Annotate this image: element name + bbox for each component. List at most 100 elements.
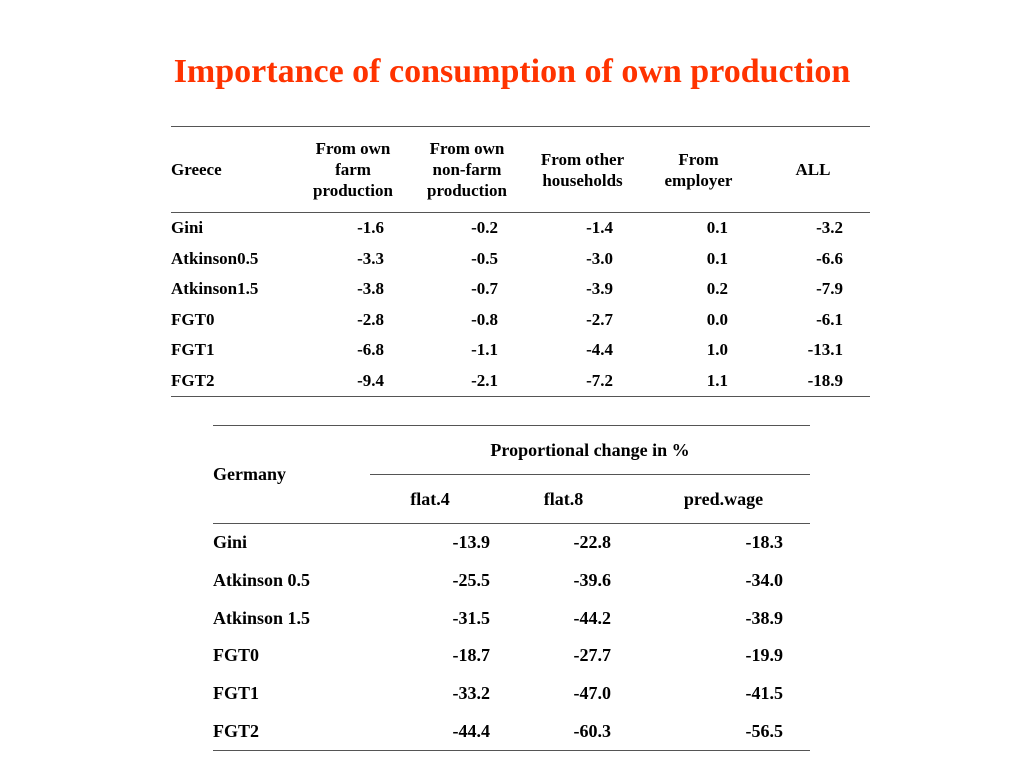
cell-value: -7.9 (816, 279, 843, 299)
greece-header-row: Greece From own farm production From own… (171, 126, 870, 213)
row-label: FGT1 (213, 683, 260, 704)
cell-value: -25.5 (452, 570, 491, 591)
cell-value: -18.3 (745, 532, 784, 553)
cell-value: 0.1 (706, 248, 728, 268)
cell-value: -38.9 (745, 607, 784, 628)
cell-value: -4.4 (586, 340, 613, 360)
cell-value: -27.7 (573, 645, 612, 666)
cell-value: -1.1 (471, 340, 498, 360)
germany-row: Gini -13.9 -22.8 -18.3 (213, 524, 810, 562)
slide-title: Importance of consumption of own product… (173, 53, 851, 90)
header-line: households (542, 170, 623, 190)
cell-value: 0.0 (706, 309, 728, 329)
germany-row: Atkinson 0.5 -25.5 -39.6 -34.0 (213, 562, 810, 600)
row-label: FGT2 (171, 370, 215, 390)
greece-row: FGT1 -6.8 -1.1 -4.4 1.0 -13.1 (171, 335, 870, 366)
germany-country-header: Germany (213, 425, 370, 524)
cell-value: -3.3 (357, 248, 384, 268)
cell-value: -41.5 (745, 683, 784, 704)
cell-value: -33.2 (452, 683, 491, 704)
germany-group-header: Proportional change in % (370, 425, 810, 475)
cell-value: -6.6 (816, 248, 843, 268)
cell-value: -9.4 (357, 370, 384, 390)
cell-value: -18.7 (452, 645, 491, 666)
greece-row: Atkinson1.5 -3.8 -0.7 -3.9 0.2 -7.9 (171, 274, 870, 305)
header-line: employer (664, 170, 733, 190)
greece-country-header: Greece (171, 160, 222, 179)
cell-value: -1.6 (357, 218, 384, 238)
cell-value: -2.8 (357, 309, 384, 329)
cell-value: -34.0 (745, 570, 784, 591)
cell-value: -19.9 (745, 645, 784, 666)
greece-col-header: From other households (524, 127, 641, 213)
cell-value: -44.2 (573, 607, 612, 628)
greece-col-header: From employer (641, 127, 756, 213)
cell-value: 1.0 (706, 340, 728, 360)
header-line: ALL (795, 160, 831, 179)
header-line: From (678, 149, 719, 169)
cell-value: -56.5 (745, 720, 784, 741)
germany-row: FGT2 -44.4 -60.3 -56.5 (213, 712, 810, 751)
germany-row: FGT0 -18.7 -27.7 -19.9 (213, 637, 810, 675)
row-label: FGT1 (171, 340, 215, 360)
header-line: From other (540, 149, 625, 169)
cell-value: -31.5 (452, 607, 491, 628)
cell-value: 1.1 (706, 370, 728, 390)
cell-value: -0.2 (471, 218, 498, 238)
cell-value: -7.2 (586, 370, 613, 390)
row-label: Atkinson 0.5 (213, 570, 311, 591)
header-line: farm (335, 160, 371, 179)
header-line: production (313, 181, 393, 200)
germany-col-header: flat.8 (490, 474, 637, 524)
row-label: FGT0 (213, 645, 260, 666)
row-label: Gini (213, 532, 248, 553)
greece-col-header: From own non-farm production (410, 127, 524, 213)
cell-value: -2.1 (471, 370, 498, 390)
cell-value: -0.5 (471, 248, 498, 268)
germany-row: Atkinson 1.5 -31.5 -44.2 -38.9 (213, 599, 810, 637)
cell-value: -0.7 (471, 279, 498, 299)
germany-row: FGT1 -33.2 -47.0 -41.5 (213, 675, 810, 713)
cell-value: -44.4 (452, 720, 491, 741)
row-label: Atkinson1.5 (171, 279, 259, 299)
cell-value: -13.9 (452, 532, 491, 553)
cell-value: -1.4 (586, 218, 613, 238)
germany-col-header: pred.wage (637, 474, 810, 524)
germany-col-header: flat.4 (370, 474, 490, 524)
header-line: non-farm (432, 160, 502, 179)
cell-value: 0.2 (706, 279, 728, 299)
cell-value: -3.9 (586, 279, 613, 299)
greece-col-header: From own farm production (296, 127, 410, 213)
cell-value: -3.2 (816, 218, 843, 238)
greece-row: FGT0 -2.8 -0.8 -2.7 0.0 -6.1 (171, 305, 870, 336)
cell-value: -60.3 (573, 720, 612, 741)
cell-value: -22.8 (573, 532, 612, 553)
row-label: FGT2 (213, 720, 260, 741)
cell-value: -13.1 (807, 340, 843, 360)
row-label: Atkinson 1.5 (213, 607, 311, 628)
header-line: From own (315, 139, 391, 158)
germany-group-header-row: Germany Proportional change in % (213, 425, 810, 524)
header-line: From own (429, 139, 505, 158)
greece-row: FGT2 -9.4 -2.1 -7.2 1.1 -18.9 (171, 366, 870, 397)
row-label: Gini (171, 218, 204, 238)
cell-value: -2.7 (586, 309, 613, 329)
cell-value: -18.9 (807, 370, 843, 390)
germany-table: Germany Proportional change in % flat.4 … (213, 425, 810, 751)
cell-value: -6.8 (357, 340, 384, 360)
header-line: production (427, 181, 507, 200)
greece-row: Atkinson0.5 -3.3 -0.5 -3.0 0.1 -6.6 (171, 244, 870, 275)
cell-value: -3.8 (357, 279, 384, 299)
greece-row: Gini -1.6 -0.2 -1.4 0.1 -3.2 (171, 213, 870, 244)
greece-col-header: ALL (756, 127, 870, 213)
germany-column-header-row: flat.4 flat.8 pred.wage (213, 474, 810, 524)
greece-table: Greece From own farm production From own… (171, 126, 870, 397)
cell-value: -39.6 (573, 570, 612, 591)
cell-value: 0.1 (706, 218, 728, 238)
cell-value: -47.0 (573, 683, 612, 704)
cell-value: -3.0 (586, 248, 613, 268)
row-label: Atkinson0.5 (171, 248, 259, 268)
cell-value: -0.8 (471, 309, 498, 329)
cell-value: -6.1 (816, 309, 843, 329)
row-label: FGT0 (171, 309, 215, 329)
